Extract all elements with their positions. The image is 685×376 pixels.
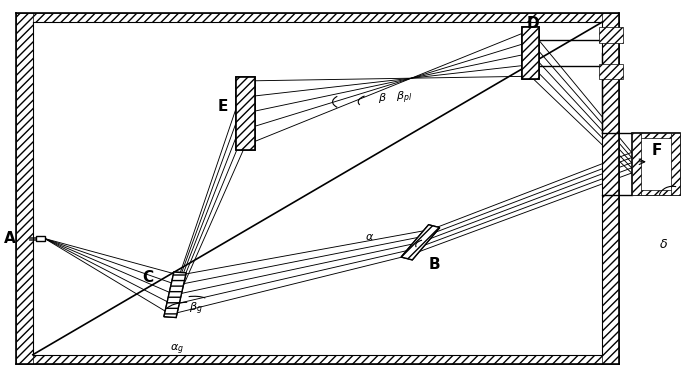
Polygon shape — [522, 27, 539, 79]
Text: F: F — [651, 143, 662, 158]
Text: $\alpha_g$: $\alpha_g$ — [170, 343, 184, 357]
Bar — [632, 133, 680, 138]
Text: D: D — [526, 17, 539, 32]
Text: A: A — [4, 231, 16, 246]
Polygon shape — [236, 77, 255, 150]
Text: E: E — [218, 99, 228, 114]
Bar — [632, 133, 640, 194]
Text: $\beta$: $\beta$ — [377, 91, 386, 105]
Bar — [599, 27, 623, 42]
Polygon shape — [164, 272, 186, 317]
Polygon shape — [522, 27, 539, 79]
Bar — [671, 133, 680, 194]
Polygon shape — [401, 225, 440, 260]
Bar — [602, 13, 619, 364]
Text: $\delta$: $\delta$ — [659, 238, 669, 251]
Text: $\beta_g$: $\beta_g$ — [188, 300, 202, 317]
Text: $\alpha$: $\alpha$ — [365, 232, 375, 243]
Polygon shape — [164, 272, 186, 317]
Bar — [16, 13, 33, 364]
Bar — [36, 236, 45, 241]
Bar — [632, 133, 680, 194]
Text: C: C — [142, 270, 153, 285]
Text: $\beta_{pl}$: $\beta_{pl}$ — [396, 90, 412, 106]
Text: B: B — [429, 257, 440, 272]
Bar — [16, 355, 619, 364]
Bar — [599, 64, 623, 79]
Bar — [632, 190, 680, 194]
Polygon shape — [236, 77, 255, 150]
Polygon shape — [401, 225, 440, 260]
Bar — [16, 13, 619, 22]
